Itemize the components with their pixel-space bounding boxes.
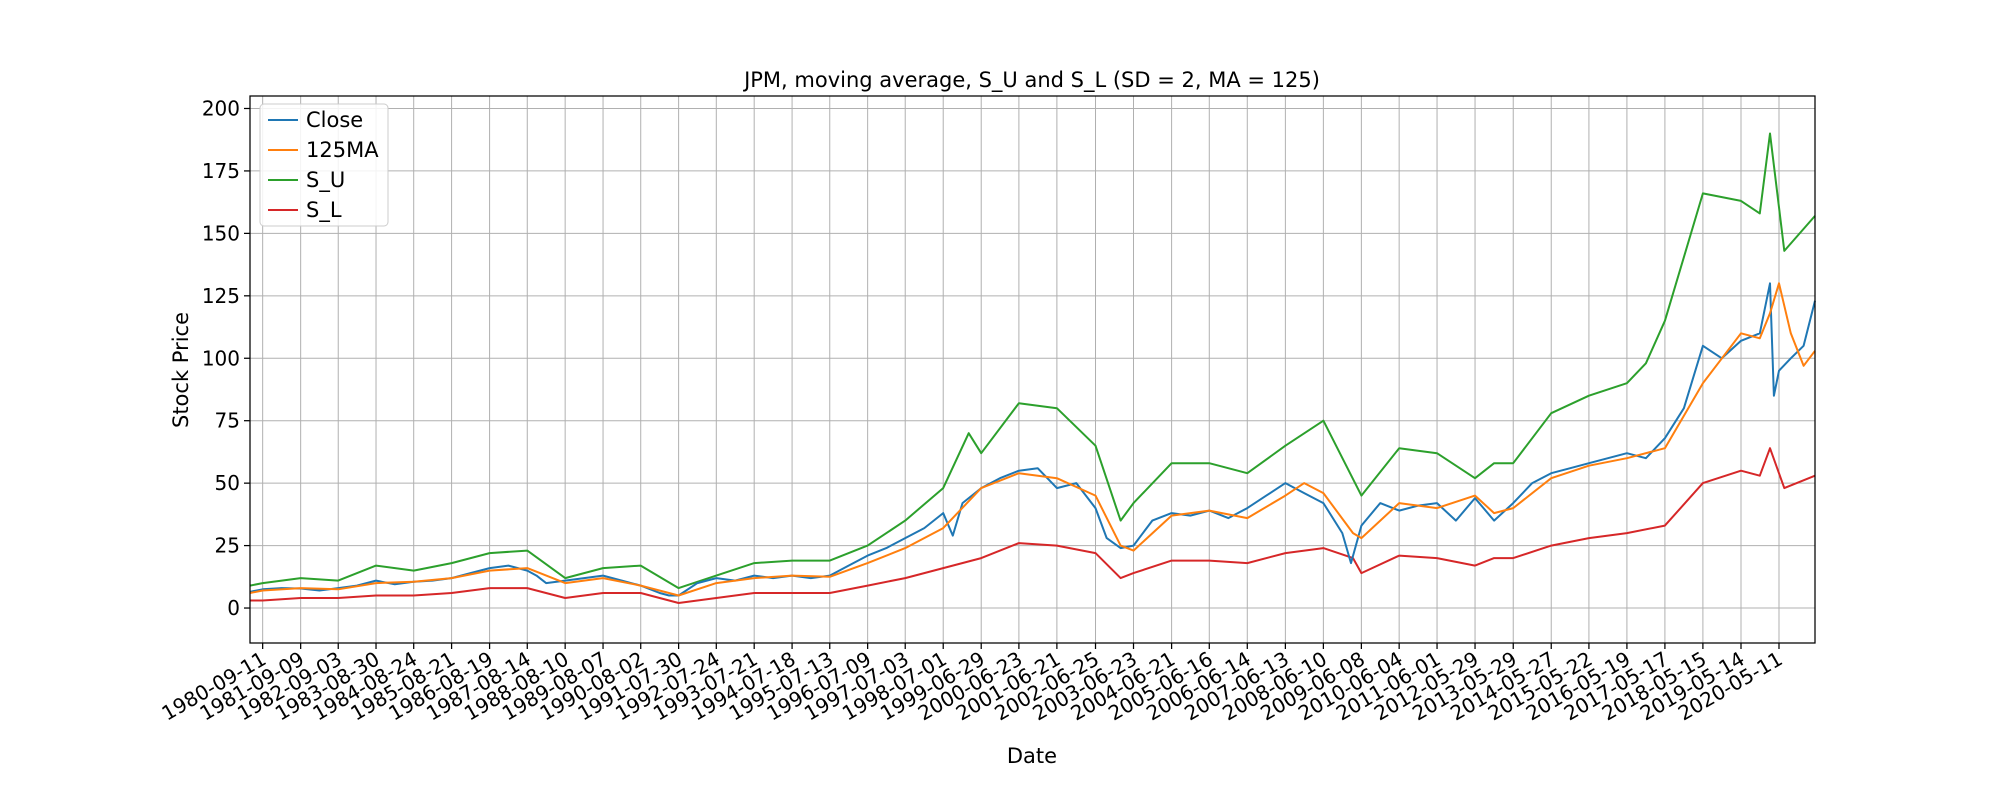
series-line-125ma bbox=[249, 282, 1816, 597]
legend-label: S_U bbox=[306, 168, 345, 193]
y-tick-label: 175 bbox=[202, 159, 240, 183]
series-line-s-u bbox=[249, 132, 1816, 590]
y-axis-ticks: 0 25 50 75 100 125 150 175 200 bbox=[202, 96, 250, 620]
legend: Close 125MA S_U S_L bbox=[259, 103, 389, 227]
x-axis-label: Date bbox=[1007, 744, 1057, 768]
y-tick-label: 125 bbox=[202, 284, 240, 308]
legend-label: 125MA bbox=[306, 138, 379, 162]
y-tick-label: 0 bbox=[227, 596, 240, 620]
legend-box bbox=[259, 103, 389, 227]
y-tick-label: 75 bbox=[215, 409, 240, 433]
y-tick-label: 25 bbox=[215, 534, 240, 558]
y-tick-label: 100 bbox=[202, 346, 240, 370]
legend-label: Close bbox=[306, 108, 363, 132]
series-line-s-l bbox=[250, 447, 1816, 604]
y-axis-label: Stock Price bbox=[169, 312, 193, 428]
x-axis-ticks: 1980-09-111981-09-091982-09-031983-08-30… bbox=[158, 643, 1786, 725]
series-line-close bbox=[249, 282, 1816, 597]
plot-area-frame bbox=[249, 95, 1816, 644]
grid bbox=[250, 96, 1815, 643]
legend-label: S_L bbox=[306, 198, 342, 223]
series-lines bbox=[249, 132, 1816, 604]
y-tick-label: 150 bbox=[202, 221, 240, 245]
y-tick-label: 50 bbox=[215, 471, 240, 495]
chart-title: JPM, moving average, S_U and S_L (SD = 2… bbox=[742, 68, 1320, 93]
y-tick-label: 200 bbox=[202, 96, 240, 120]
